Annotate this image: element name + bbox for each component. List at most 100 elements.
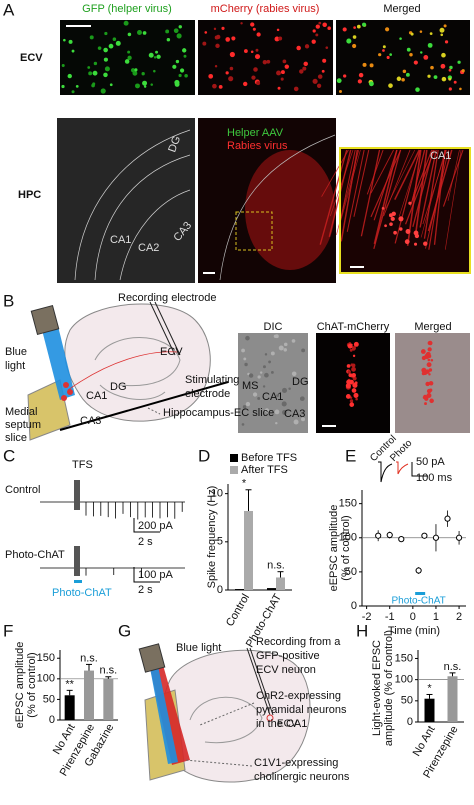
cell [127, 55, 132, 61]
cell [103, 47, 108, 53]
scale-label: 200 pA [138, 520, 174, 532]
row-label: ECV [20, 52, 43, 64]
cell [459, 87, 462, 91]
cell [304, 44, 310, 49]
cell [362, 62, 367, 67]
cell [172, 64, 177, 69]
fiber [423, 149, 439, 239]
cell [132, 70, 138, 76]
cell [427, 74, 431, 78]
cell [104, 66, 110, 72]
fiber [411, 149, 425, 201]
cell [396, 76, 402, 81]
cell [440, 63, 446, 69]
cell [410, 32, 414, 36]
cell [257, 396, 261, 400]
diagram-label: in the CA1 [256, 718, 307, 730]
cell [299, 69, 304, 74]
y-axis-label: Spike frequency (Hz) [206, 486, 218, 589]
y-axis-label: Light-evoked EPSC [371, 640, 383, 736]
cell [453, 80, 457, 84]
cell [268, 360, 271, 364]
cell [142, 80, 148, 86]
inset-trace [378, 461, 393, 483]
diagram-label: pyramidal neurons [256, 704, 347, 716]
cell [302, 66, 307, 71]
cell [225, 37, 231, 42]
fiber [394, 149, 420, 200]
cell [356, 24, 361, 29]
cell [322, 22, 327, 28]
point [375, 532, 382, 539]
cell [281, 401, 287, 407]
scale-label: 2 s [138, 584, 153, 596]
image-label: MS [242, 380, 259, 392]
cell [343, 74, 347, 78]
legend-swatch [230, 454, 238, 462]
legend-label: Before TFS [241, 452, 297, 464]
cell [293, 419, 299, 425]
x-tick-label: 2 [456, 611, 462, 623]
contour [119, 189, 191, 281]
cell [270, 370, 274, 374]
panel-label: B [3, 291, 14, 310]
cell [386, 55, 390, 60]
cell [100, 88, 106, 94]
cell [428, 368, 433, 372]
panel-label: D [198, 446, 210, 465]
trace-label: Photo-ChAT [5, 549, 65, 561]
cell [428, 373, 431, 376]
image [57, 118, 195, 283]
fiber [398, 149, 421, 217]
panel-label: G [118, 621, 131, 640]
cell [243, 81, 248, 87]
cell [303, 61, 308, 67]
contour [94, 154, 191, 281]
scale-label: 100 pA [138, 569, 174, 581]
cell [284, 64, 290, 69]
cell [369, 81, 374, 87]
cell [175, 59, 180, 64]
y-axis-label: eEPSC amplitude [328, 505, 340, 592]
cell [448, 87, 452, 91]
cell [291, 339, 296, 343]
cell [347, 343, 353, 349]
bar [276, 577, 285, 590]
x-tick-label: Control [224, 592, 252, 629]
cell [448, 68, 452, 72]
scale-label: 100 ms [416, 472, 453, 484]
cell [104, 31, 108, 36]
cell [345, 383, 351, 389]
cell [408, 201, 412, 205]
cell [247, 372, 250, 376]
cell [218, 84, 223, 89]
cell [347, 370, 351, 374]
cell [277, 86, 281, 90]
cell [457, 60, 461, 64]
diagram-label: GFP-positive [256, 650, 320, 662]
y-tick-label: 150 [37, 652, 55, 664]
annotation: n.s. [99, 665, 117, 677]
cell [352, 382, 358, 388]
cell [423, 241, 428, 246]
cell [390, 216, 395, 222]
cell [351, 388, 357, 393]
cell [318, 21, 322, 25]
cell [256, 32, 261, 37]
cell [346, 379, 352, 385]
fiber [383, 149, 411, 217]
fiber [427, 149, 453, 232]
fiber [415, 149, 428, 233]
cell [176, 33, 182, 39]
image [336, 20, 470, 95]
cell [382, 49, 385, 52]
point [455, 534, 463, 541]
cell [256, 81, 261, 86]
inset-box [235, 211, 273, 251]
cell [301, 417, 305, 422]
cell [420, 349, 426, 354]
cell [241, 423, 245, 426]
cell [420, 51, 423, 54]
